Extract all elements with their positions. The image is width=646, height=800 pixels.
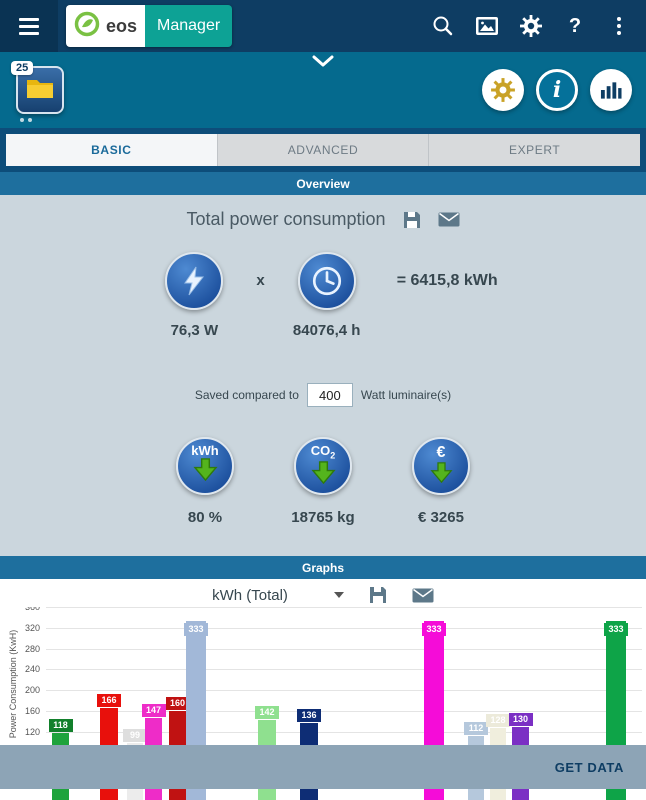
power-value: 76,3 W: [170, 322, 219, 339]
green-down-arrow-icon: [310, 461, 336, 489]
y-tick-label: 120: [24, 726, 40, 737]
gridline: [46, 648, 642, 650]
folder-count-badge: 25: [11, 61, 34, 75]
chart-bar-label: 333: [422, 623, 446, 637]
chart-bar-label: 118: [48, 718, 73, 732]
graph-type-value: kWh (Total): [212, 586, 288, 604]
total-kwh-result: = 6415,8 kWh: [396, 272, 498, 289]
gridline: [46, 711, 642, 712]
gridline: [46, 607, 642, 608]
chart-bar-label: 147: [141, 703, 166, 717]
app-bar-actions: ?: [424, 6, 646, 46]
app-bar: eos Manager ?: [0, 0, 646, 52]
tab-bar: BASIC ADVANCED EXPERT: [0, 128, 646, 172]
chart-bar-label: 160: [165, 697, 190, 710]
hamburger-menu-button[interactable]: [0, 0, 58, 52]
app-logo: eos Manager: [66, 5, 233, 47]
logo-text-eos: eos: [106, 15, 138, 36]
co2-saved-value: 18765 kg: [291, 509, 355, 526]
y-tick-label: 160: [24, 706, 40, 716]
bottom-action-bar: GET DATA: [0, 745, 646, 789]
tab-advanced[interactable]: ADVANCED: [216, 134, 429, 166]
tab-basic[interactable]: BASIC: [6, 134, 217, 166]
save-icon[interactable]: [368, 585, 388, 605]
chart-bar-label: 166: [97, 693, 121, 707]
y-tick-label: 360: [24, 607, 40, 612]
chart-bar-label: 130: [508, 712, 533, 726]
y-tick-label: 320: [24, 622, 40, 633]
logo-text-manager: Manager: [145, 5, 233, 47]
green-down-arrow-icon: [192, 458, 218, 486]
hours-icon: [297, 252, 356, 310]
logo-eos-section: eos: [66, 5, 146, 47]
eos-leaf-icon: [74, 11, 100, 42]
kwh-saved-value: 80 %: [187, 509, 223, 526]
y-tick-label: 280: [24, 643, 40, 654]
get-data-button[interactable]: GET DATA: [554, 759, 624, 775]
overflow-menu-icon[interactable]: [600, 6, 638, 46]
y-tick-label: 240: [24, 664, 40, 675]
search-icon[interactable]: [424, 6, 462, 46]
overview-section-header: Overview: [0, 172, 646, 195]
gridline: [46, 690, 642, 692]
chart-bar-label: 142: [255, 706, 279, 720]
saved-watt-input[interactable]: [306, 383, 353, 407]
graph-type-dropdown[interactable]: kWh (Total): [212, 587, 344, 604]
email-icon[interactable]: [438, 212, 460, 227]
folder-icon: [25, 76, 55, 105]
statistics-icon[interactable]: [590, 69, 632, 111]
overview-panel: Total power consumption 76,3 W x 84076,4…: [0, 195, 646, 556]
help-button[interactable]: ?: [568, 14, 582, 37]
green-down-arrow-icon: [429, 461, 454, 488]
chart-bar-label: 128: [486, 713, 510, 727]
graphs-section-header: Graphs: [0, 556, 646, 579]
pager-dots: [20, 118, 32, 122]
config-gear-icon[interactable]: [482, 69, 524, 111]
chart-bar-label: 333: [604, 623, 628, 637]
band-actions: i: [482, 69, 632, 111]
project-folder-widget[interactable]: 25: [11, 61, 64, 114]
chart-bar-label: 136: [297, 709, 321, 723]
hours-value: 84076,4 h: [292, 322, 361, 339]
page-title: Total power consumption: [186, 209, 386, 229]
y-tick-label: 200: [24, 685, 40, 696]
gallery-icon[interactable]: [468, 6, 506, 46]
chevron-down-icon: [333, 592, 344, 598]
settings-gear-icon[interactable]: [512, 6, 550, 46]
euro-saved-icon: €: [412, 437, 470, 495]
multiply-operator: x: [256, 272, 265, 289]
chart-bar-label: 99: [123, 728, 147, 742]
gridline: [46, 669, 642, 671]
tab-expert[interactable]: EXPERT: [428, 134, 641, 166]
info-icon[interactable]: i: [536, 69, 578, 111]
kwh-saved-icon: kWh: [176, 437, 234, 495]
power-icon: [165, 252, 224, 310]
email-icon[interactable]: [412, 588, 434, 603]
gridline: [46, 627, 642, 629]
co2-saved-icon: CO2: [294, 437, 352, 495]
chart-bar-label: 112: [464, 721, 488, 735]
chart-bar-label: 333: [184, 623, 208, 637]
saved-suffix-label: Watt luminaire(s): [360, 388, 452, 402]
saved-prefix-label: Saved compared to: [194, 388, 299, 402]
widget-band: 25 i: [0, 52, 646, 128]
euro-saved-value: € 3265: [418, 509, 464, 526]
save-icon[interactable]: [402, 210, 422, 230]
collapse-chevron-icon[interactable]: [312, 54, 334, 72]
gridline: [46, 731, 642, 733]
